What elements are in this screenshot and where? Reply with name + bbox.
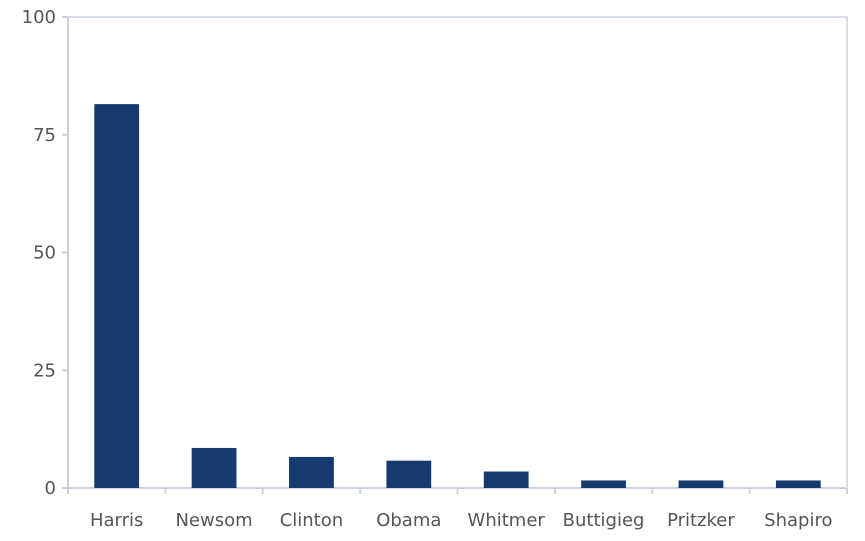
x-category-label: Pritzker: [667, 510, 735, 531]
bar-clinton: [289, 456, 334, 488]
x-category-label: Harris: [90, 510, 143, 531]
x-category-label: Obama: [376, 510, 441, 531]
x-category-label: Clinton: [280, 510, 343, 531]
x-category-label: Buttigieg: [563, 510, 645, 531]
x-category-label: Shapiro: [764, 510, 832, 531]
x-axis: Harris Newsom Clinton Obama Whitmer Buttigieg…: [67, 487, 848, 531]
x-category-label: Whitmer: [468, 510, 546, 531]
bar-pritzker: [678, 480, 724, 488]
bar-whitmer: [483, 471, 529, 488]
bar-harris: [94, 104, 140, 488]
bar-obama: [386, 460, 432, 488]
bars: [94, 104, 821, 488]
y-tick-label: 0: [45, 478, 56, 499]
bar-shapiro: [775, 480, 821, 488]
y-tick-label: 100: [22, 7, 56, 28]
bar-newsom: [191, 447, 237, 488]
bar-buttigieg: [581, 480, 626, 488]
x-category-label: Newsom: [175, 510, 252, 531]
y-axis: 0 25 50 75 100: [22, 7, 69, 499]
y-tick-label: 50: [33, 243, 56, 264]
chart-frame: [67, 16, 848, 489]
y-tick-label: 75: [33, 125, 56, 146]
y-tick-label: 25: [33, 360, 56, 381]
